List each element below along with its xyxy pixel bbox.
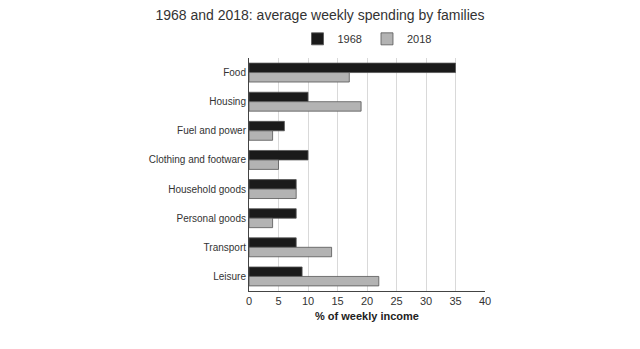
svg-text:Household goods: Household goods bbox=[168, 184, 246, 195]
svg-text:5: 5 bbox=[275, 295, 281, 307]
svg-text:30: 30 bbox=[420, 295, 432, 307]
svg-text:Personal goods: Personal goods bbox=[177, 213, 247, 224]
svg-text:Transport: Transport bbox=[204, 242, 247, 253]
svg-text:20: 20 bbox=[361, 295, 373, 307]
svg-text:35: 35 bbox=[449, 295, 461, 307]
svg-text:1968 and 2018: average weekly: 1968 and 2018: average weekly spending b… bbox=[155, 7, 484, 23]
svg-text:% of weekly income: % of weekly income bbox=[315, 310, 419, 322]
svg-text:2018: 2018 bbox=[407, 33, 431, 45]
svg-text:Housing: Housing bbox=[209, 96, 246, 107]
svg-text:0: 0 bbox=[246, 295, 252, 307]
svg-text:1968: 1968 bbox=[338, 33, 362, 45]
svg-text:Food: Food bbox=[223, 67, 246, 78]
svg-text:25: 25 bbox=[390, 295, 402, 307]
svg-text:15: 15 bbox=[331, 295, 343, 307]
svg-text:40: 40 bbox=[479, 295, 491, 307]
svg-text:Clothing and footware: Clothing and footware bbox=[149, 154, 247, 165]
svg-text:Leisure: Leisure bbox=[213, 271, 246, 282]
svg-text:Fuel and power: Fuel and power bbox=[177, 125, 247, 136]
svg-text:10: 10 bbox=[302, 295, 314, 307]
